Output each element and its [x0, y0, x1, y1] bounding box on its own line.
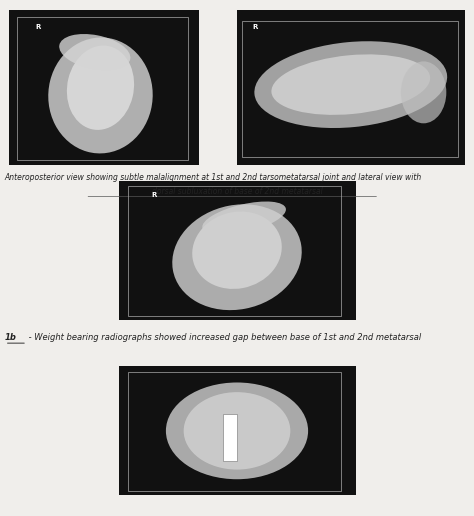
- Ellipse shape: [192, 212, 282, 289]
- Ellipse shape: [172, 204, 302, 310]
- Text: R: R: [253, 24, 258, 30]
- Text: 1b: 1b: [5, 333, 17, 342]
- Bar: [17, 17, 188, 160]
- Bar: [118, 366, 356, 495]
- Text: R: R: [35, 24, 41, 30]
- Bar: [237, 10, 465, 165]
- Ellipse shape: [166, 382, 308, 479]
- Ellipse shape: [255, 41, 447, 128]
- Ellipse shape: [401, 61, 447, 123]
- Bar: [128, 372, 341, 491]
- Ellipse shape: [67, 45, 134, 130]
- Text: Anteroposterior view showing subtle malalignment at 1st and 2nd tarsometatarsal : Anteroposterior view showing subtle mala…: [5, 173, 422, 182]
- Bar: [128, 186, 341, 316]
- Text: - Weight bearing radiographs showed increased gap between base of 1st and 2nd me: - Weight bearing radiographs showed incr…: [26, 333, 421, 342]
- Text: dorsal subluxation of base of 2nd metatarsal: dorsal subluxation of base of 2nd metata…: [152, 187, 322, 196]
- Bar: [242, 21, 458, 157]
- Ellipse shape: [202, 202, 286, 235]
- Ellipse shape: [48, 38, 153, 153]
- Text: R: R: [151, 192, 157, 198]
- Ellipse shape: [59, 34, 130, 70]
- Bar: [118, 181, 356, 320]
- Bar: [9, 10, 199, 165]
- Ellipse shape: [272, 54, 430, 115]
- Bar: [223, 414, 237, 460]
- Ellipse shape: [184, 392, 290, 470]
